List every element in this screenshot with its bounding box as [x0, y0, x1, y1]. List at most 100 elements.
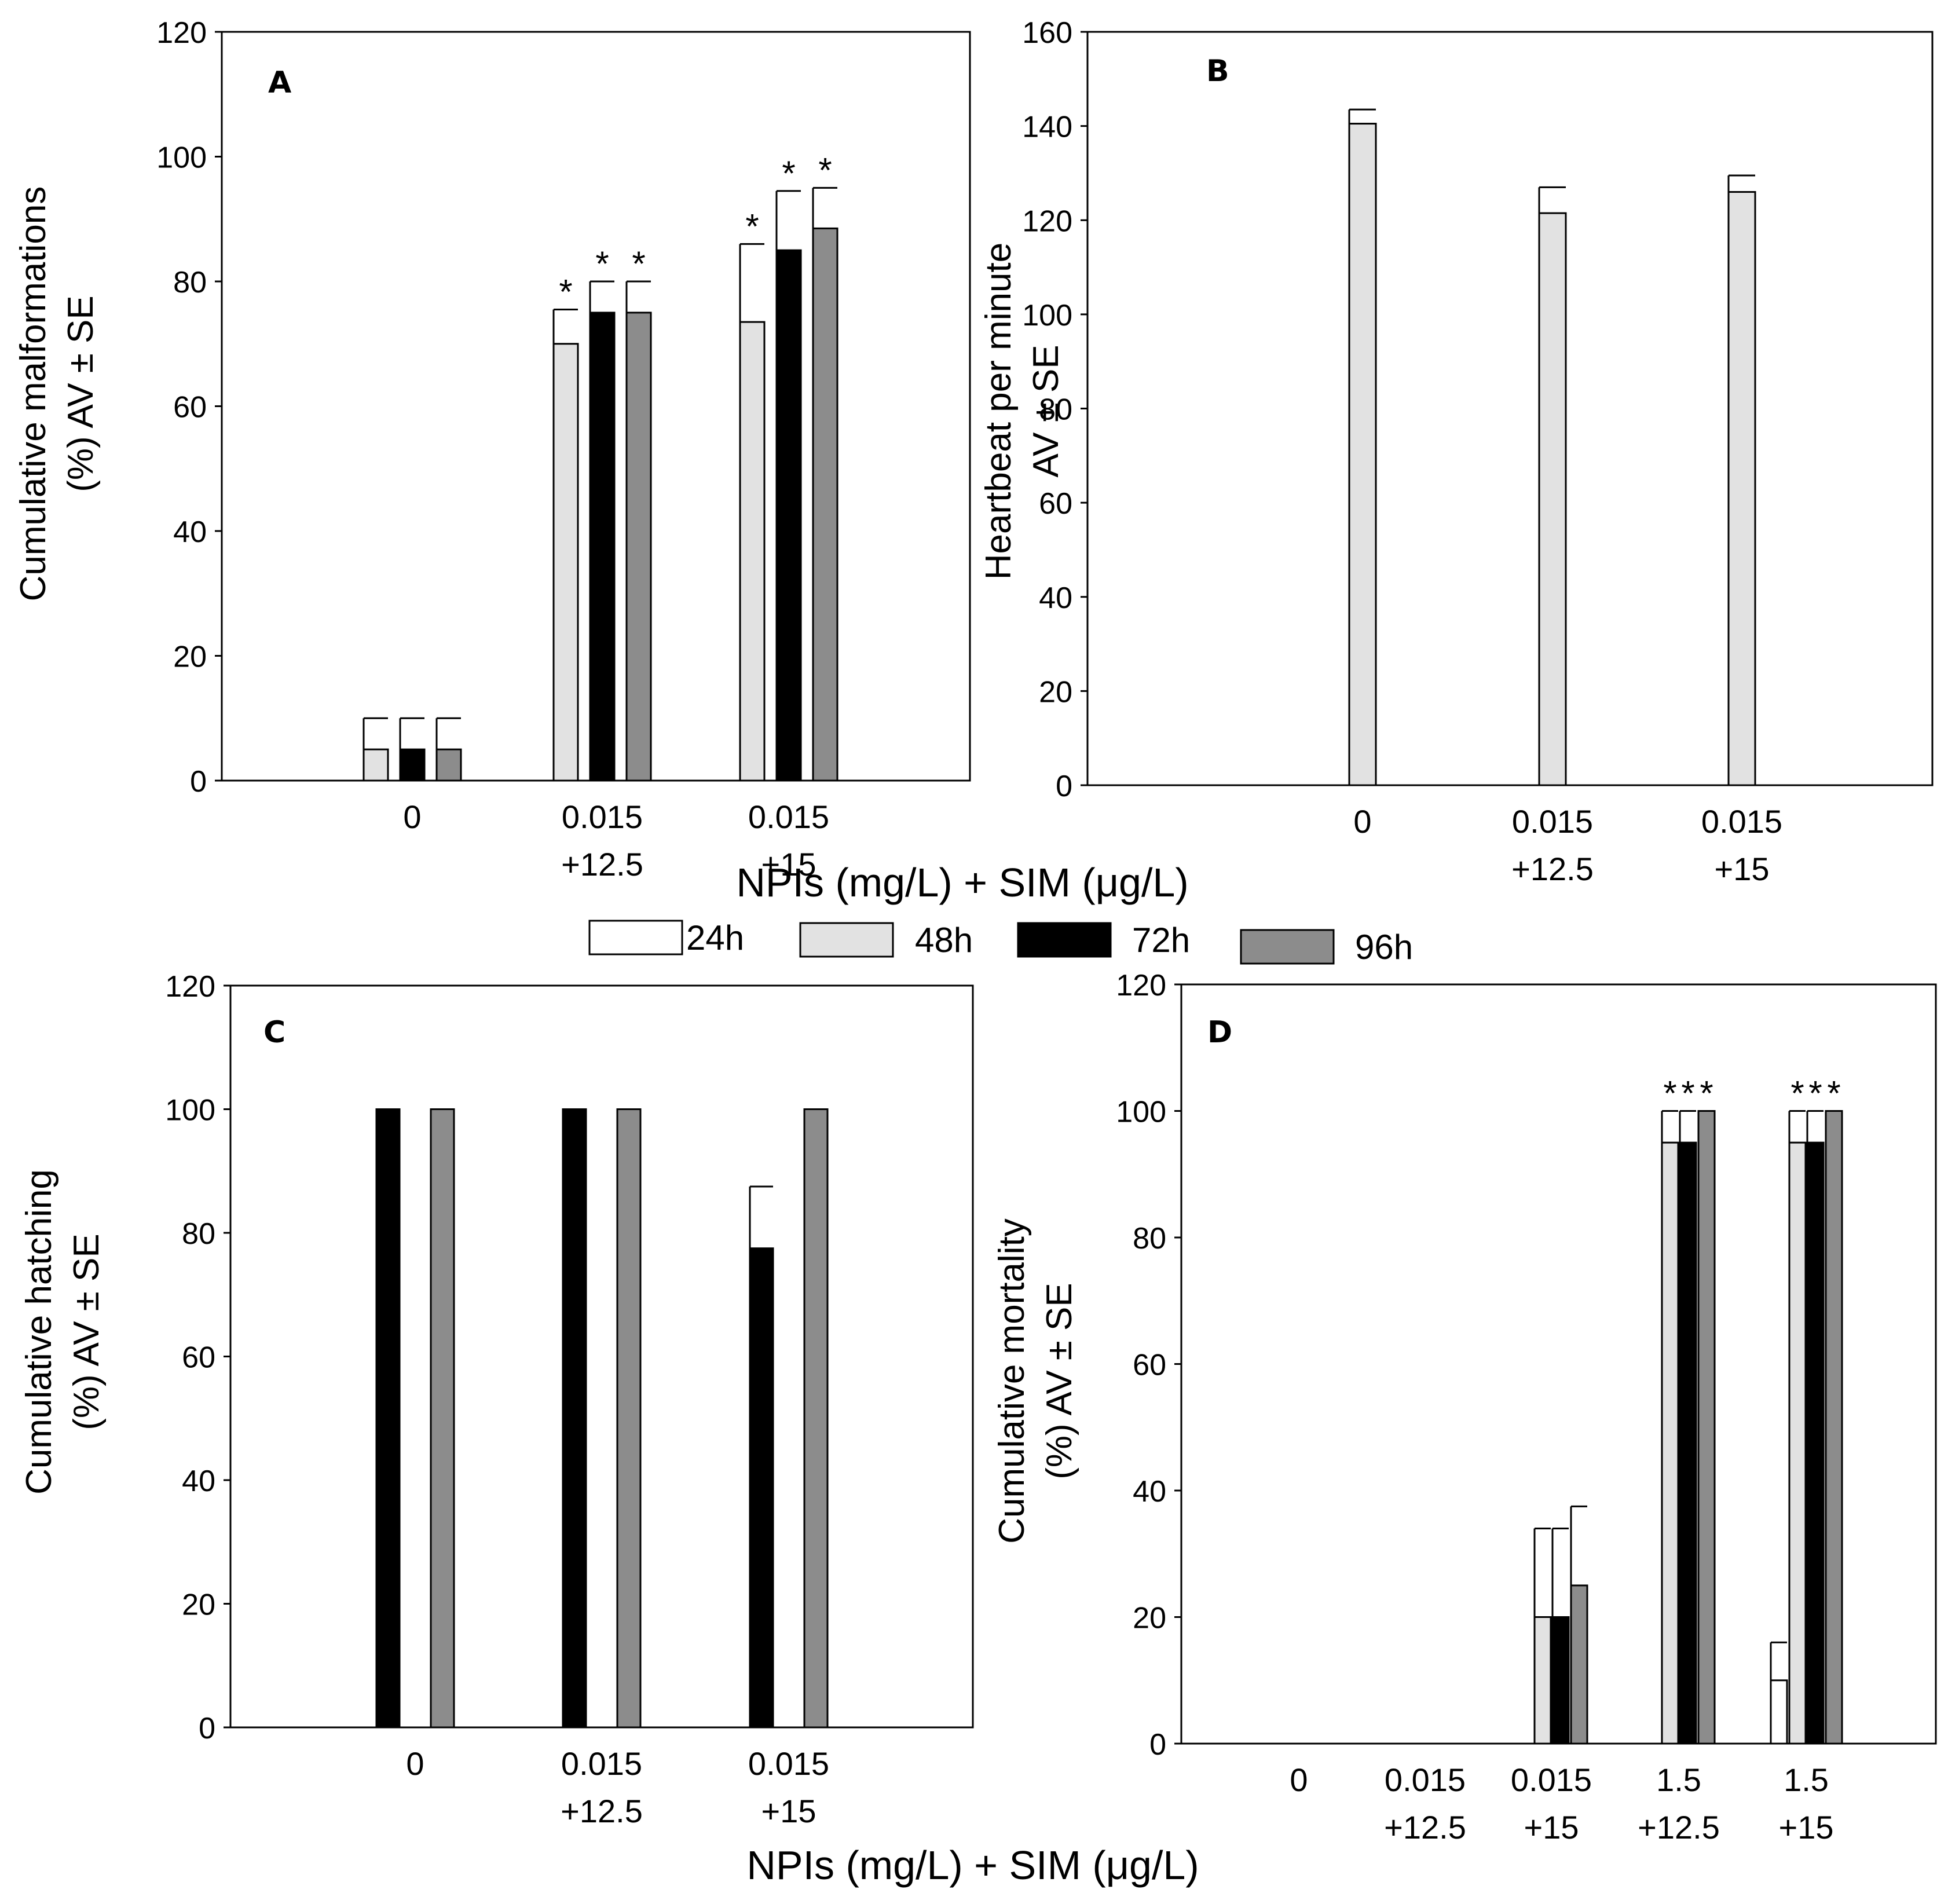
panel-a-bar-48h — [362, 748, 389, 782]
panel-c-ytick-label: 80 — [182, 1217, 215, 1251]
panel-a-bar-72h — [775, 249, 802, 782]
panel-d-ytick-label: 100 — [1116, 1096, 1166, 1129]
panel-c-xtick-label: +15 — [761, 1793, 816, 1829]
panel-b-ytick-label: 80 — [1039, 393, 1072, 427]
panel-b-ylabel-line2: AV ± SE — [1026, 345, 1066, 477]
panel-c-bar-96h — [803, 1108, 829, 1729]
panel-d-significance-star: * — [1700, 1074, 1713, 1113]
legend-swatch-48h — [799, 922, 894, 958]
panel-d-bar-96h — [1570, 1584, 1588, 1745]
panel-a: A Cumulative malformations (%) AV ± SE 0… — [13, 16, 971, 883]
panel-d-significance-star: * — [1681, 1074, 1694, 1113]
panel-b-ylabel-line1: Heartbeat per minute — [979, 243, 1019, 580]
panel-c-bar-96h — [616, 1108, 642, 1729]
panel-b-bar-48h — [1727, 191, 1756, 786]
legend-swatch-72h — [1017, 922, 1112, 958]
panel-a-significance-star: * — [745, 207, 759, 246]
panel-a-ytick-label: 40 — [173, 515, 207, 549]
panel-b-xtick-label: 0.015 — [1701, 803, 1782, 840]
panel-a-bar-48h — [739, 321, 766, 782]
panel-d-ytick-label: 60 — [1133, 1349, 1166, 1382]
panel-c-letter: C — [263, 1015, 285, 1050]
panel-a-ytick-label: 100 — [156, 141, 207, 175]
top-shared-xlabel: NPIs (mg/L) + SIM (μg/L) — [736, 860, 1188, 905]
legend-label-24h: 24h — [686, 918, 744, 957]
panel-d-bar-24h — [1770, 1679, 1788, 1745]
panel-b-plot-frame — [1086, 31, 1934, 786]
panel-b-ytick-label: 0 — [1056, 770, 1072, 803]
panel-d-ytick-label: 120 — [1116, 969, 1166, 1002]
panel-d-bar-96h — [1697, 1110, 1716, 1745]
panel-d-bar-72h — [1679, 1141, 1697, 1745]
panel-d-xtick-label: 1.5 — [1784, 1762, 1829, 1798]
panel-c-ytick-label: 40 — [182, 1464, 215, 1498]
panel-d: D Cumulative mortality (%) AV ± SE 0 20 40… — [992, 969, 1937, 1846]
panel-b-letter: B — [1206, 54, 1229, 89]
panel-d-bar-48h — [1661, 1141, 1679, 1745]
panel-c-xtick-label: 0.015 — [561, 1745, 642, 1782]
panel-a-xtick-label: +12.5 — [561, 846, 643, 883]
panel-b-ytick-label: 40 — [1039, 581, 1072, 615]
panel-d-bar-48h — [1533, 1616, 1552, 1745]
panel-d-xtick-label: 0.015 — [1385, 1762, 1466, 1798]
panel-c-xtick-label: +12.5 — [561, 1793, 643, 1829]
panel-a-bar-96h — [625, 312, 652, 782]
panel-a-ylabel-line1: Cumulative malformations — [13, 186, 53, 602]
panel-d-xtick-label: 0 — [1290, 1762, 1308, 1798]
bottom-shared-xlabel: NPIs (mg/L) + SIM (μg/L) — [746, 1843, 1199, 1888]
panel-a-xtick-label: +15 — [761, 846, 816, 883]
panel-b-ytick-label: 20 — [1039, 675, 1072, 709]
panel-c: C Cumulative hatching (%) AV ± SE 0 20 40 6… — [19, 970, 974, 1829]
panel-d-significance-star: * — [1790, 1074, 1804, 1113]
panel-d-ytick-label: 40 — [1133, 1475, 1166, 1508]
panel-c-bar-72h — [749, 1247, 774, 1729]
panel-d-letter: D — [1207, 1015, 1232, 1050]
panel-d-significance-star: * — [1663, 1074, 1676, 1113]
panel-b-ytick-label: 140 — [1022, 111, 1072, 144]
panel-d-bar-96h — [1825, 1110, 1843, 1745]
legend: 24h 48h 72h 96h — [588, 918, 1413, 966]
panel-c-ylabel-line2: (%) AV ± SE — [67, 1233, 107, 1430]
panel-c-bar-72h — [375, 1108, 401, 1729]
panel-a-bar-96h — [435, 748, 462, 782]
legend-swatch-24h — [588, 920, 683, 955]
panel-d-bar-72h — [1551, 1616, 1570, 1745]
panel-c-xtick-label: 0.015 — [748, 1745, 829, 1782]
panel-b-xtick-label: +15 — [1715, 851, 1770, 887]
panel-d-xtick-label: +12.5 — [1384, 1809, 1466, 1846]
panel-d-significance-star: * — [1808, 1074, 1822, 1113]
panel-c-bar-72h — [562, 1108, 587, 1729]
panel-b-ytick-label: 60 — [1039, 487, 1072, 521]
panel-a-significance-star: * — [632, 244, 645, 283]
panel-b-ytick-label: 160 — [1022, 16, 1072, 50]
panel-a-bar-96h — [812, 227, 838, 782]
panel-c-ytick-label: 0 — [199, 1712, 215, 1745]
panel-a-ytick-label: 80 — [173, 266, 207, 299]
panel-a-significance-star: * — [782, 154, 795, 193]
panel-b-bar-48h — [1348, 123, 1377, 786]
panel-a-bar-48h — [552, 343, 579, 782]
panel-d-xtick-label: +15 — [1524, 1809, 1579, 1846]
legend-label-48h: 48h — [915, 921, 973, 960]
panel-d-ylabel-line2: (%) AV ± SE — [1039, 1283, 1079, 1480]
panel-a-ylabel-line2: (%) AV ± SE — [61, 295, 101, 492]
panel-c-ylabel-line1: Cumulative hatching — [19, 1169, 59, 1495]
panel-a-bar-72h — [399, 748, 426, 782]
panel-d-significance-star: * — [1827, 1074, 1840, 1113]
panel-d-bar-72h — [1806, 1141, 1825, 1745]
panel-c-ytick-label: 100 — [165, 1094, 215, 1127]
panel-b-ytick-label: 120 — [1022, 204, 1072, 238]
panel-a-ytick-label: 120 — [156, 16, 207, 50]
panel-c-xtick-label: 0 — [406, 1745, 424, 1782]
panel-a-ytick-label: 0 — [190, 765, 207, 799]
panel-a-letter: A — [268, 65, 291, 100]
panel-a-xtick-label: 0.015 — [562, 799, 643, 835]
panel-a-significance-star: * — [559, 272, 572, 311]
panel-d-xtick-label: 0.015 — [1511, 1762, 1592, 1798]
panel-d-xtick-label: 1.5 — [1656, 1762, 1701, 1798]
panel-d-ytick-label: 20 — [1133, 1602, 1166, 1635]
panel-b-xtick-label: +12.5 — [1511, 851, 1594, 887]
panel-a-xtick-label: 0.015 — [748, 799, 829, 835]
panel-b-bar-48h — [1538, 212, 1567, 786]
panel-a-bar-72h — [589, 312, 616, 782]
